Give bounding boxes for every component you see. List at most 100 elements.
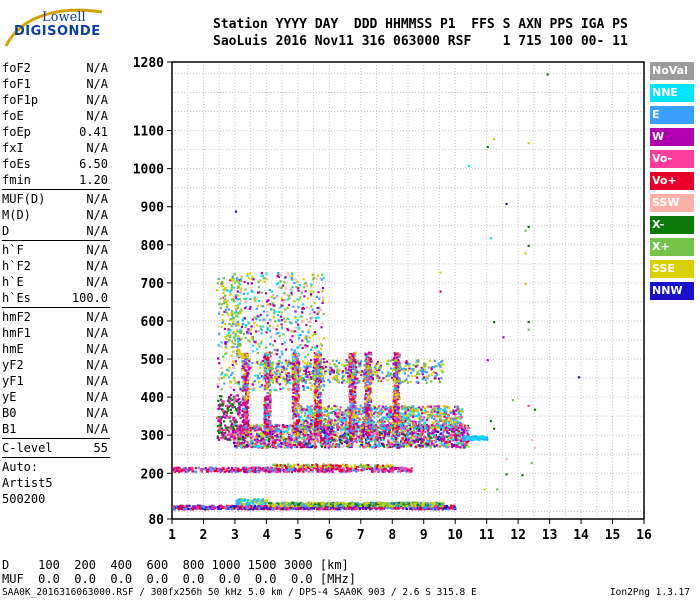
echo-point [295, 504, 298, 507]
echo-point [345, 417, 348, 420]
echo-point [277, 503, 280, 506]
echo-point [172, 468, 175, 471]
echo-point [290, 508, 293, 511]
echo-point [243, 443, 246, 446]
echo-point [426, 444, 429, 447]
y-tick-label: 700 [141, 277, 165, 292]
echo-point [253, 429, 256, 432]
echo-point [230, 470, 233, 473]
echo-point [277, 428, 280, 431]
echo-point [340, 442, 343, 445]
echo-point [377, 445, 380, 449]
echo-point [290, 504, 293, 507]
param-label: foEp [2, 125, 31, 139]
echo-point [287, 425, 290, 428]
echo-point [381, 432, 384, 435]
echo-point [461, 423, 464, 426]
param-yf2: yF2 N/A [2, 357, 110, 373]
echo-point [210, 466, 213, 469]
echo-point [311, 470, 314, 473]
echo-point [467, 439, 470, 443]
echo-point [315, 463, 318, 466]
echo-point [287, 469, 290, 472]
echo-point [347, 429, 350, 432]
echo-point [378, 404, 381, 408]
echo-point [289, 505, 292, 509]
echo-point [388, 470, 391, 473]
echo-point [390, 426, 393, 429]
echo-point [432, 436, 436, 439]
echo-point [301, 437, 304, 440]
echo-point [398, 501, 401, 504]
echo-point [337, 507, 340, 510]
echo-point [340, 468, 343, 471]
echo-point [295, 507, 298, 511]
echo-point [300, 443, 303, 447]
echo-point [320, 430, 324, 433]
echo-point [245, 467, 248, 471]
echo-point [369, 444, 372, 447]
echo-point [257, 432, 260, 436]
echo-point [272, 463, 275, 466]
echo-point [326, 440, 329, 443]
echo-point [277, 463, 280, 466]
echo-point [271, 430, 274, 433]
echo-point [287, 465, 290, 468]
echo-point [325, 426, 328, 430]
echo-point [300, 506, 303, 509]
echo-point [212, 504, 216, 508]
echo-point [403, 442, 406, 445]
echo-point [307, 464, 310, 467]
echo-point [307, 434, 310, 437]
echo-point [439, 418, 443, 421]
echo-point [431, 431, 435, 435]
echo-point [271, 443, 274, 446]
echo-point [259, 432, 263, 435]
echo-point [253, 504, 257, 507]
echo-point [281, 464, 284, 467]
echo-point [263, 427, 267, 430]
echo-point [327, 466, 330, 469]
param-label: hmF2 [2, 310, 31, 324]
echo-point [412, 506, 415, 509]
echo-point [426, 506, 429, 509]
echo-point [462, 445, 465, 448]
echo-point [364, 435, 367, 438]
echo-point [458, 446, 461, 449]
echo-point [317, 502, 321, 505]
echo-point [413, 435, 416, 438]
echo-point [299, 446, 302, 449]
echo-point [408, 427, 411, 430]
echo-point [453, 430, 456, 433]
echo-point [309, 410, 312, 413]
echo-point [264, 439, 267, 442]
echo-point [251, 470, 254, 473]
echo-point [323, 506, 326, 509]
param-label: C-level [2, 441, 53, 455]
echo-point [418, 406, 421, 409]
echo-point [385, 434, 388, 437]
echo-point [362, 429, 365, 432]
echo-point [341, 507, 344, 510]
echo-point [350, 465, 353, 468]
echo-point [271, 470, 274, 473]
echo-point [389, 424, 392, 427]
echo-point [288, 431, 291, 435]
echo-point [383, 445, 386, 448]
echo-point [453, 443, 456, 446]
echo-point [345, 430, 348, 433]
echo-point [316, 440, 320, 443]
echo-point [422, 429, 425, 432]
echo-point [450, 505, 453, 508]
echo-point [202, 468, 205, 471]
echo-point [389, 503, 392, 506]
echo-point [460, 417, 463, 420]
x-tick-label: 3 [231, 528, 239, 543]
echo-point [393, 502, 396, 505]
echo-point [437, 421, 440, 424]
echo-point [296, 508, 299, 511]
echo-point [246, 469, 249, 472]
echo-point [342, 463, 345, 466]
echo-point [447, 432, 450, 435]
echo-point [293, 504, 296, 507]
